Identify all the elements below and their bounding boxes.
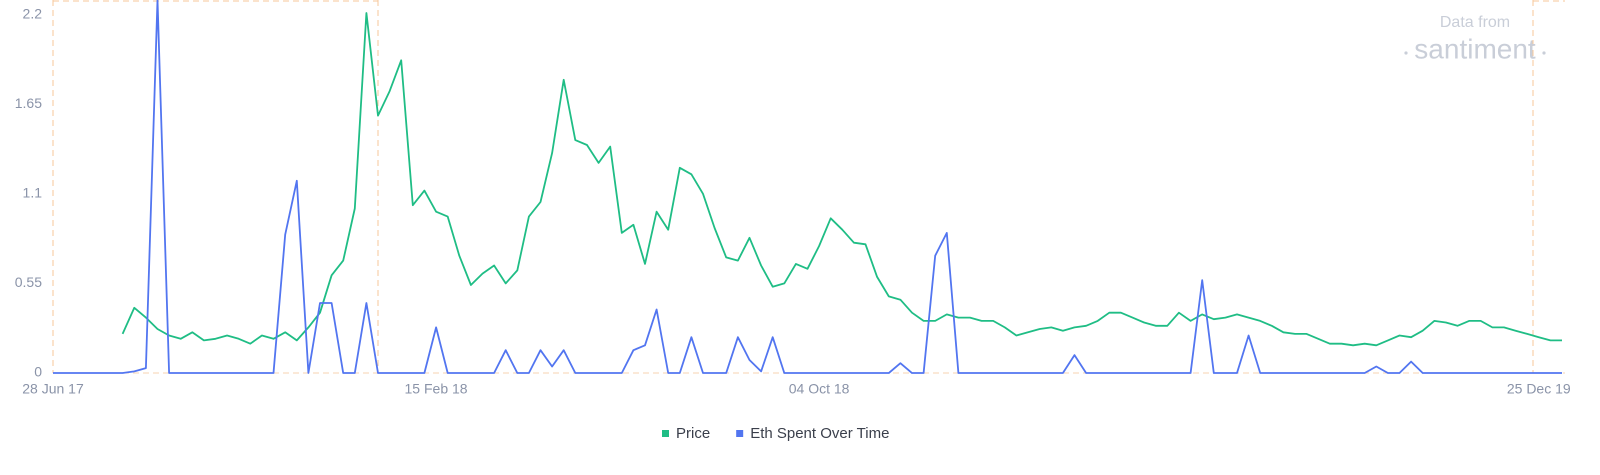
legend-label: Price	[676, 425, 710, 442]
legend-label: Eth Spent Over Time	[750, 425, 889, 442]
x-tick-label: 25 Dec 19	[1507, 381, 1571, 397]
y-tick-label: 1.65	[15, 95, 42, 111]
y-tick-label: 2.2	[23, 5, 43, 21]
x-tick-label: 15 Feb 18	[405, 381, 468, 397]
watermark: Data from	[1440, 14, 1510, 31]
line-series	[53, 0, 1562, 374]
line-series	[121, 12, 1562, 347]
y-tick-label: 1.1	[23, 185, 43, 201]
x-tick-label: 28 Jun 17	[22, 381, 84, 397]
y-tick-label: 0.55	[15, 274, 42, 290]
y-tick-label: 0	[34, 364, 42, 380]
legend-swatch	[736, 430, 744, 437]
legend-swatch	[662, 430, 669, 437]
watermark: santiment	[1414, 33, 1536, 64]
watermark-dot	[1542, 51, 1546, 55]
watermark-dot	[1404, 51, 1408, 55]
x-tick-label: 04 Oct 18	[789, 381, 850, 397]
